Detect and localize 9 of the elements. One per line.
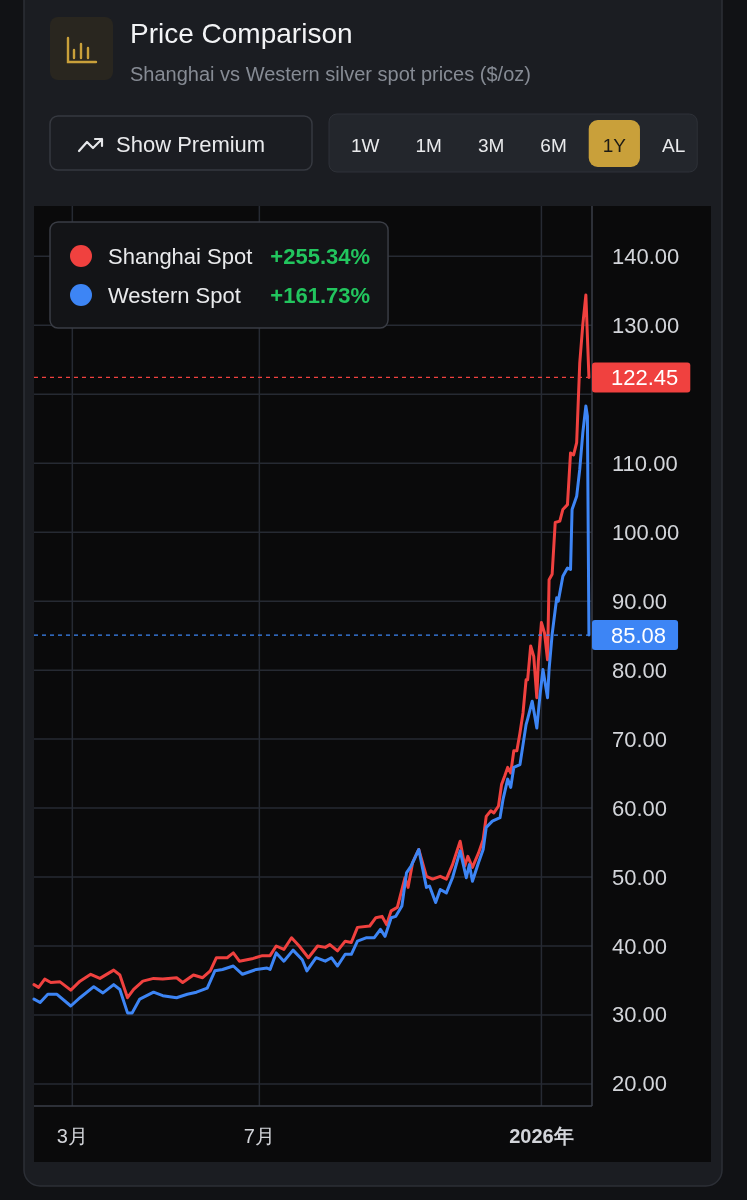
legend-label: Shanghai Spot xyxy=(108,243,253,269)
annotation: +161.73% xyxy=(270,282,371,308)
ref-line-label: 85.08 xyxy=(611,622,667,648)
annotation: +255.34% xyxy=(270,243,371,269)
title: Price Comparison xyxy=(130,18,353,49)
ref-line-label: 122.45 xyxy=(611,364,679,390)
legend-label: Western Spot xyxy=(108,282,241,308)
subtitle: Shanghai vs Western silver spot prices ($/oz) xyxy=(130,63,531,85)
button: Show Premium xyxy=(49,115,313,171)
